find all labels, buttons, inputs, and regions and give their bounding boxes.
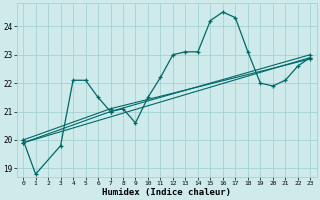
- X-axis label: Humidex (Indice chaleur): Humidex (Indice chaleur): [102, 188, 231, 197]
